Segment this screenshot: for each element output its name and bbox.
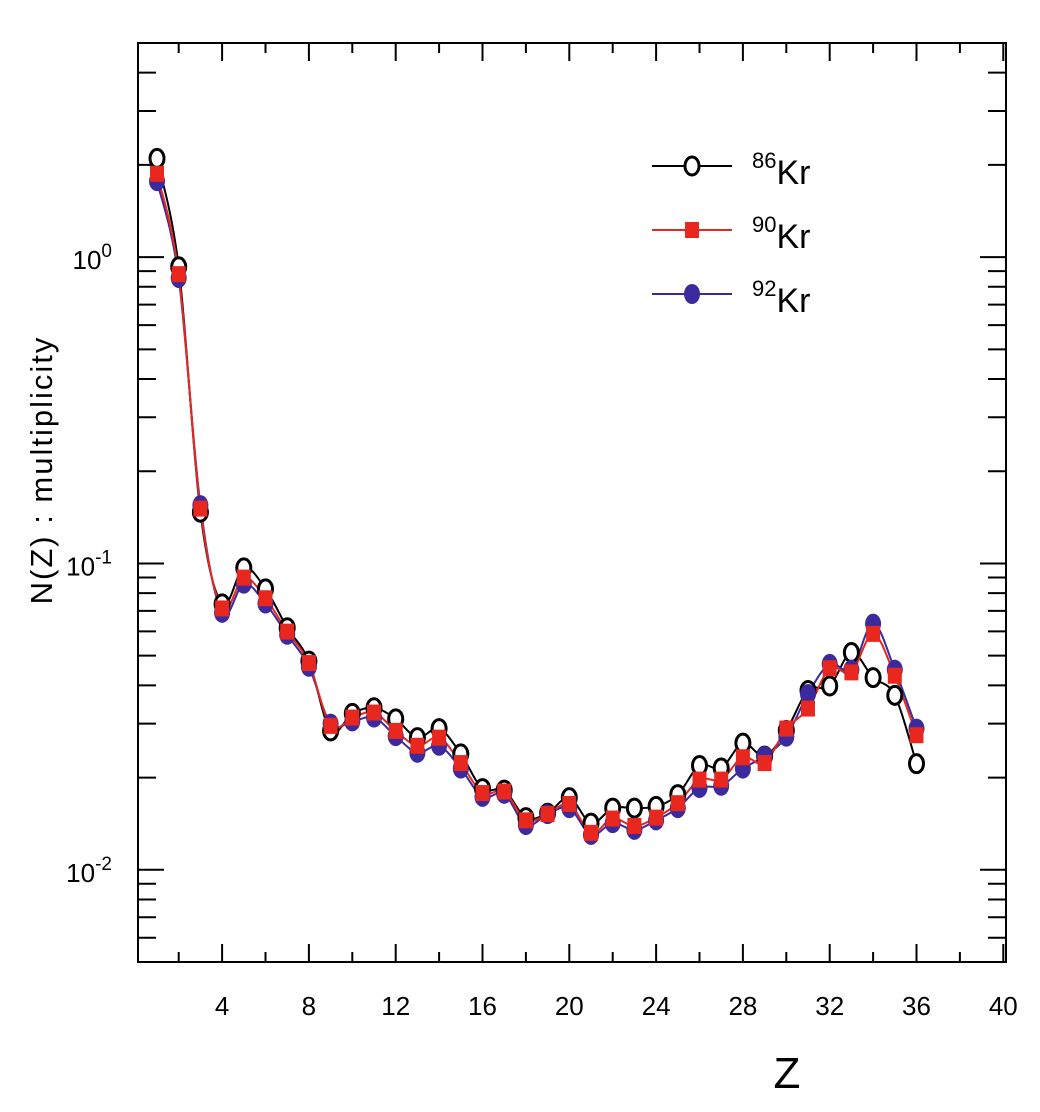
data-point-90Kr [518, 812, 533, 829]
data-point-90Kr [345, 709, 360, 726]
data-point-90Kr [475, 785, 490, 802]
data-point-86Kr [864, 667, 882, 689]
x-tick-label: 24 [642, 991, 671, 1021]
data-point-90Kr [236, 569, 251, 586]
data-point-90Kr [801, 700, 815, 717]
x-tick-label: 20 [555, 991, 584, 1021]
legend-label-86Kr: 86Kr [752, 148, 810, 192]
x-tick-label: 40 [989, 991, 1018, 1021]
series-line-90Kr [156, 173, 918, 834]
series-line-92Kr [156, 180, 918, 837]
x-axis-title: Z [774, 1049, 801, 1098]
x-tick-label: 4 [215, 991, 229, 1021]
data-point-90Kr [388, 722, 403, 739]
series-lines [156, 158, 918, 837]
data-point-90Kr [193, 500, 208, 517]
data-point-90Kr [540, 806, 555, 823]
data-point-90Kr [432, 729, 447, 746]
data-point-90Kr [150, 165, 164, 182]
x-tick-label: 32 [815, 991, 844, 1021]
data-point-90Kr [866, 625, 881, 642]
data-point-86Kr [821, 675, 839, 697]
series-markers [148, 147, 925, 845]
data-point-90Kr [562, 795, 577, 812]
plot-frame [137, 42, 1007, 963]
data-point-90Kr [367, 704, 381, 721]
data-point-86Kr [908, 753, 925, 775]
legend: 86Kr 90Kr 92Kr [652, 148, 810, 320]
y-tick-label: 10-1 [66, 547, 112, 581]
data-point-90Kr [323, 717, 338, 734]
y-tick-label: 100 [73, 241, 113, 275]
data-point-90Kr [453, 755, 468, 772]
legend-label-90Kr: 90Kr [752, 212, 810, 256]
data-point-90Kr [909, 727, 924, 744]
data-point-90Kr [779, 720, 794, 737]
data-point-90Kr [301, 655, 316, 672]
data-point-90Kr [822, 660, 837, 677]
data-point-90Kr [735, 749, 750, 766]
y-tick-label: 10-2 [66, 854, 112, 888]
axes: 4 8 12 16 20 24 28 32 36 40 100 10-1 10-2 [66, 42, 1018, 1021]
x-tick-label: 8 [302, 991, 316, 1021]
x-tick-label: 12 [381, 991, 410, 1021]
legend-label-92Kr: 92Kr [752, 276, 810, 320]
data-point-90Kr [171, 266, 186, 283]
legend-marker-90Kr [685, 222, 699, 238]
data-point-90Kr [692, 771, 707, 788]
data-point-86Kr [625, 797, 643, 819]
series-line-86Kr [156, 158, 918, 825]
data-point-90Kr [497, 783, 512, 800]
data-point-90Kr [714, 771, 729, 788]
data-point-90Kr [757, 755, 772, 772]
data-point-90Kr [280, 623, 295, 640]
x-tick-label: 28 [728, 991, 757, 1021]
data-point-90Kr [844, 664, 859, 681]
data-point-86Kr [148, 147, 166, 169]
data-point-92Kr [800, 683, 816, 704]
data-point-90Kr [670, 795, 685, 812]
x-tick-label: 36 [902, 991, 931, 1021]
data-point-90Kr [410, 737, 425, 754]
data-point-90Kr [887, 667, 902, 684]
x-tick-label: 16 [468, 991, 497, 1021]
data-point-90Kr [215, 600, 230, 617]
data-point-86Kr [842, 642, 860, 664]
data-point-90Kr [584, 824, 598, 841]
data-point-86Kr [886, 684, 904, 706]
data-point-90Kr [605, 810, 620, 827]
data-point-90Kr [649, 809, 664, 826]
data-point-90Kr [258, 590, 273, 607]
legend-marker-86Kr [683, 155, 701, 177]
legend-marker-92Kr [684, 284, 700, 304]
data-point-90Kr [627, 817, 642, 834]
y-axis-title: N(Z) : multiplicity [24, 336, 59, 605]
